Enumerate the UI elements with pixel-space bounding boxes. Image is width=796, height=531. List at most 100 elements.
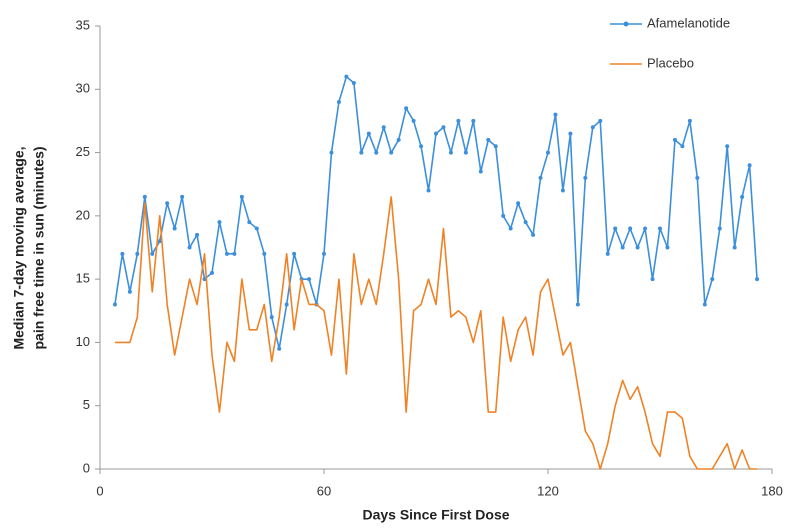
legend-marker: [623, 21, 629, 27]
data-point: [538, 175, 543, 180]
data-point: [695, 175, 700, 180]
data-point: [120, 251, 125, 256]
y-tick-label: 30: [76, 81, 90, 96]
data-point: [546, 150, 550, 155]
data-point: [717, 226, 722, 231]
data-point: [598, 118, 603, 123]
data-point: [725, 144, 730, 149]
data-point: [620, 245, 625, 250]
data-point: [575, 302, 580, 307]
y-axis-title: Median 7-day moving average,: [11, 146, 27, 349]
data-point: [224, 251, 229, 256]
data-line: [114, 196, 758, 470]
data-point: [448, 150, 453, 155]
data-point: [172, 226, 177, 231]
y-tick-label: 10: [76, 334, 90, 349]
x-tick-label: 120: [537, 483, 559, 498]
data-point: [523, 220, 528, 225]
data-point: [650, 277, 655, 282]
data-point: [396, 137, 401, 142]
data-point: [277, 346, 282, 351]
data-point: [336, 99, 341, 104]
data-point: [471, 118, 476, 123]
data-point: [747, 163, 752, 168]
data-point: [680, 144, 685, 149]
data-point: [262, 251, 267, 256]
data-point: [404, 106, 409, 111]
data-line: [114, 75, 758, 350]
y-tick-label: 25: [76, 144, 90, 159]
data-point: [643, 226, 648, 231]
data-point: [702, 302, 707, 307]
data-point: [732, 245, 737, 250]
y-axis-title: pain free time in sun (minutes): [31, 146, 47, 349]
data-point: [254, 226, 259, 231]
data-point: [426, 188, 431, 193]
data-point: [560, 188, 565, 193]
data-point: [247, 220, 252, 225]
data-point: [195, 232, 200, 237]
legend-label: Afamelanotide: [647, 15, 730, 30]
data-point: [613, 226, 618, 231]
y-tick-label: 35: [76, 17, 90, 32]
data-point: [284, 302, 289, 307]
data-point: [665, 245, 670, 250]
data-point: [478, 169, 483, 174]
data-point: [590, 125, 595, 130]
x-tick-label: 180: [761, 483, 783, 498]
data-point: [210, 270, 214, 275]
data-point: [307, 277, 312, 282]
data-point: [269, 315, 274, 320]
data-point: [359, 150, 364, 155]
data-point: [672, 137, 677, 142]
data-point: [493, 144, 498, 149]
data-point: [322, 251, 326, 256]
data-point: [605, 251, 610, 256]
x-tick-label: 60: [317, 483, 331, 498]
data-point: [441, 125, 446, 130]
data-point: [658, 226, 662, 231]
x-tick-label: 0: [96, 483, 103, 498]
data-point: [127, 289, 132, 294]
data-point: [516, 201, 521, 206]
data-point: [187, 245, 192, 250]
y-tick-label: 20: [76, 207, 90, 222]
data-point: [389, 150, 394, 155]
data-point: [381, 125, 386, 130]
data-point: [180, 194, 185, 199]
data-point: [217, 220, 222, 225]
data-point: [740, 194, 745, 199]
data-point: [456, 118, 461, 123]
data-point: [434, 131, 438, 136]
data-point: [142, 194, 147, 199]
y-tick-label: 0: [83, 460, 90, 475]
data-point: [329, 150, 334, 155]
data-point: [157, 239, 162, 244]
legend-label: Placebo: [647, 55, 694, 70]
data-point: [583, 175, 588, 180]
y-tick-label: 5: [83, 397, 90, 412]
data-point: [165, 201, 170, 206]
data-point: [292, 251, 297, 256]
y-tick-label: 15: [76, 271, 90, 286]
data-point: [553, 112, 558, 117]
data-point: [411, 118, 416, 123]
data-point: [628, 226, 633, 231]
data-point: [232, 251, 237, 256]
data-point: [150, 251, 155, 256]
data-point: [419, 144, 424, 149]
data-point: [344, 74, 349, 79]
data-point: [508, 226, 513, 231]
data-point: [239, 194, 244, 199]
data-point: [710, 277, 715, 282]
data-point: [486, 137, 491, 142]
data-point: [135, 251, 140, 256]
data-point: [374, 150, 379, 155]
data-point: [501, 213, 506, 218]
data-point: [635, 245, 640, 250]
data-point: [755, 277, 760, 282]
x-axis-title: Days Since First Dose: [362, 507, 509, 523]
data-point: [568, 131, 573, 136]
data-point: [531, 232, 536, 237]
